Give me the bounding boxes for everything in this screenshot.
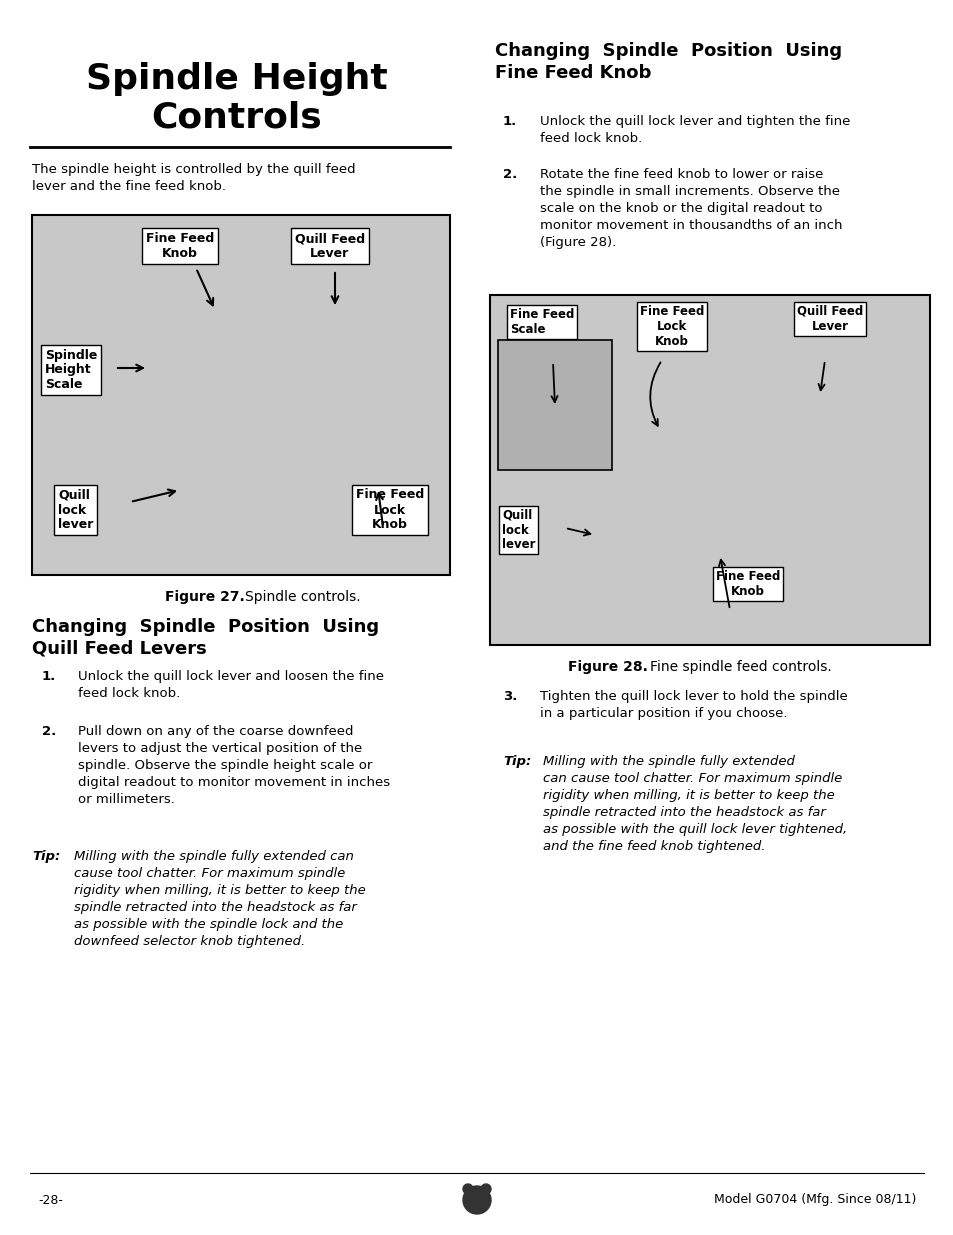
Bar — [497, 340, 612, 471]
Text: The spindle height is controlled by the quill feed
lever and the fine feed knob.: The spindle height is controlled by the … — [32, 163, 355, 193]
Text: Tip:: Tip: — [502, 755, 531, 768]
Text: 2.: 2. — [42, 725, 56, 739]
Text: Changing  Spindle  Position  Using
Quill Feed Levers: Changing Spindle Position Using Quill Fe… — [32, 618, 378, 657]
Text: Fine Feed
Lock
Knob: Fine Feed Lock Knob — [639, 305, 703, 348]
Text: 1.: 1. — [502, 115, 517, 128]
Text: Fine spindle feed controls.: Fine spindle feed controls. — [649, 659, 831, 674]
Text: Quill Feed
Lever: Quill Feed Lever — [294, 232, 365, 261]
Text: Milling with the spindle fully extended
can cause tool chatter. For maximum spin: Milling with the spindle fully extended … — [542, 755, 846, 853]
Polygon shape — [462, 1184, 473, 1194]
Bar — [32, 215, 450, 576]
Text: Quill
lock
lever: Quill lock lever — [58, 489, 93, 531]
Text: Spindle
Height
Scale: Spindle Height Scale — [45, 348, 97, 391]
Polygon shape — [480, 1184, 491, 1194]
Text: 2.: 2. — [502, 168, 517, 182]
Text: Fine Feed
Knob: Fine Feed Knob — [715, 571, 780, 598]
Text: Spindle controls.: Spindle controls. — [245, 590, 360, 604]
Text: Tip:: Tip: — [32, 850, 60, 863]
Text: Pull down on any of the coarse downfeed
levers to adjust the vertical position o: Pull down on any of the coarse downfeed … — [78, 725, 390, 806]
Text: Figure 28.: Figure 28. — [567, 659, 647, 674]
Text: Milling with the spindle fully extended can
cause tool chatter. For maximum spin: Milling with the spindle fully extended … — [74, 850, 365, 948]
Polygon shape — [462, 1186, 491, 1214]
Text: Model G0704 (Mfg. Since 08/11): Model G0704 (Mfg. Since 08/11) — [713, 1193, 915, 1207]
Text: Quill Feed
Lever: Quill Feed Lever — [796, 305, 862, 333]
Text: 1.: 1. — [42, 671, 56, 683]
Text: Fine Feed
Scale: Fine Feed Scale — [510, 308, 574, 336]
Text: Rotate the fine feed knob to lower or raise
the spindle in small increments. Obs: Rotate the fine feed knob to lower or ra… — [539, 168, 841, 249]
Text: Tighten the quill lock lever to hold the spindle
in a particular position if you: Tighten the quill lock lever to hold the… — [539, 690, 847, 720]
Text: -28-: -28- — [38, 1193, 63, 1207]
Text: 3.: 3. — [502, 690, 517, 703]
Text: Unlock the quill lock lever and loosen the fine
feed lock knob.: Unlock the quill lock lever and loosen t… — [78, 671, 384, 700]
Text: Unlock the quill lock lever and tighten the fine
feed lock knob.: Unlock the quill lock lever and tighten … — [539, 115, 849, 144]
Bar — [490, 295, 929, 645]
Text: Figure 27.: Figure 27. — [165, 590, 245, 604]
Text: Fine Feed
Lock
Knob: Fine Feed Lock Knob — [355, 489, 424, 531]
Text: Quill
lock
lever: Quill lock lever — [501, 509, 535, 552]
Text: Fine Feed
Knob: Fine Feed Knob — [146, 232, 213, 261]
Text: Changing  Spindle  Position  Using
Fine Feed Knob: Changing Spindle Position Using Fine Fee… — [495, 42, 841, 82]
Text: Spindle Height
Controls: Spindle Height Controls — [86, 62, 388, 135]
